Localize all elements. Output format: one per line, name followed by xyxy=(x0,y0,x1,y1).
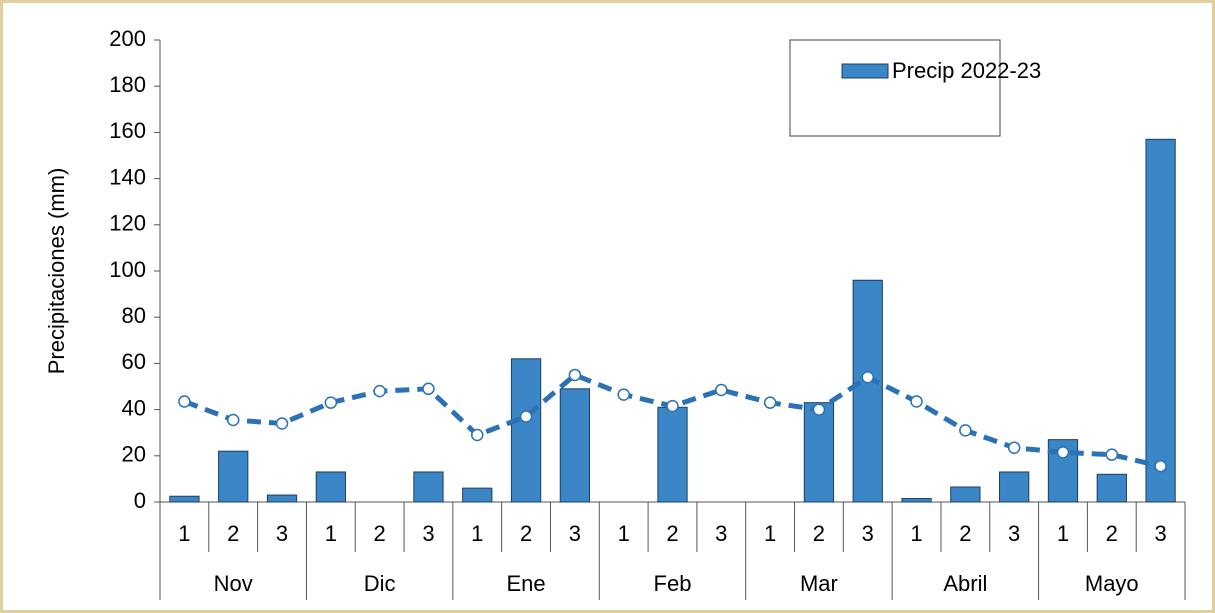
bar xyxy=(1096,473,1127,503)
bar xyxy=(266,494,298,503)
legend-swatch xyxy=(841,63,889,79)
bar xyxy=(950,486,981,503)
y-tick-label: 200 xyxy=(109,26,146,51)
bar xyxy=(413,471,444,503)
x-tick-label: 1 xyxy=(471,521,483,546)
y-tick-label: 80 xyxy=(122,303,146,328)
bar xyxy=(1145,138,1176,503)
line-marker xyxy=(568,368,582,382)
group-label: Abril xyxy=(943,571,987,596)
line-marker xyxy=(471,428,484,442)
x-tick-label: 2 xyxy=(374,521,386,546)
line-marker xyxy=(519,410,533,423)
x-tick-label: 2 xyxy=(1106,521,1118,546)
y-tick-label: 180 xyxy=(109,72,146,97)
x-tick-label: 3 xyxy=(1154,521,1166,546)
x-tick-label: 3 xyxy=(715,521,727,546)
group-label: Nov xyxy=(214,571,253,596)
bar xyxy=(510,358,542,503)
y-tick-label: 160 xyxy=(109,118,146,143)
x-tick-label: 1 xyxy=(1057,521,1069,546)
y-axis-label: Precipitaciones (mm) xyxy=(44,168,69,375)
x-tick-label: 3 xyxy=(862,521,874,546)
x-tick-label: 1 xyxy=(325,521,337,546)
x-tick-label: 2 xyxy=(520,521,532,546)
x-tick-label: 3 xyxy=(422,521,434,546)
x-tick-label: 2 xyxy=(227,521,239,546)
line-marker xyxy=(959,424,972,437)
line-marker xyxy=(812,403,826,416)
x-tick-label: 2 xyxy=(959,521,971,546)
x-tick-label: 1 xyxy=(618,521,630,546)
x-tick-label: 3 xyxy=(1008,521,1020,546)
x-tick-label: 3 xyxy=(569,521,581,546)
legend-label: Precip 2022-23 xyxy=(892,58,1041,83)
bar xyxy=(462,487,493,503)
line-marker xyxy=(861,371,874,384)
line-marker xyxy=(178,395,191,408)
group-label: Feb xyxy=(654,571,692,596)
line-marker xyxy=(1007,441,1021,454)
group-label: Mar xyxy=(800,571,838,596)
line-marker xyxy=(422,382,435,396)
line-marker xyxy=(1105,448,1119,461)
bar xyxy=(999,471,1030,503)
bar xyxy=(803,402,835,503)
x-tick-label: 2 xyxy=(813,521,825,546)
line-marker xyxy=(275,417,289,430)
bar xyxy=(852,279,883,503)
y-tick-label: 120 xyxy=(109,211,146,236)
legend-box xyxy=(789,39,1001,137)
group-label: Ene xyxy=(506,571,545,596)
line-marker xyxy=(763,396,777,409)
line-marker xyxy=(666,399,679,413)
y-tick-label: 100 xyxy=(109,257,146,282)
bar xyxy=(218,450,249,503)
y-tick-label: 60 xyxy=(122,349,146,374)
x-tick-label: 2 xyxy=(666,521,678,546)
group-label: Dic xyxy=(364,571,396,596)
x-tick-label: 1 xyxy=(910,521,922,546)
line-marker xyxy=(324,396,338,409)
x-tick-label: 3 xyxy=(276,521,288,546)
line-marker xyxy=(617,388,630,401)
y-tick-label: 140 xyxy=(109,164,146,189)
bar xyxy=(169,495,200,503)
y-tick-label: 20 xyxy=(122,442,146,467)
line-marker xyxy=(910,395,923,408)
x-tick-label: 1 xyxy=(178,521,190,546)
line-marker xyxy=(1154,459,1167,473)
bar xyxy=(559,388,591,503)
group-label: Mayo xyxy=(1085,571,1139,596)
line-marker xyxy=(373,384,386,398)
y-tick-label: 40 xyxy=(122,395,146,420)
bar xyxy=(657,406,688,503)
line-marker xyxy=(1056,446,1070,459)
bar xyxy=(901,498,932,503)
y-tick-label: 0 xyxy=(134,488,146,513)
bar xyxy=(315,471,346,503)
line-marker xyxy=(715,383,728,397)
line-marker xyxy=(226,413,240,427)
x-tick-label: 1 xyxy=(764,521,776,546)
